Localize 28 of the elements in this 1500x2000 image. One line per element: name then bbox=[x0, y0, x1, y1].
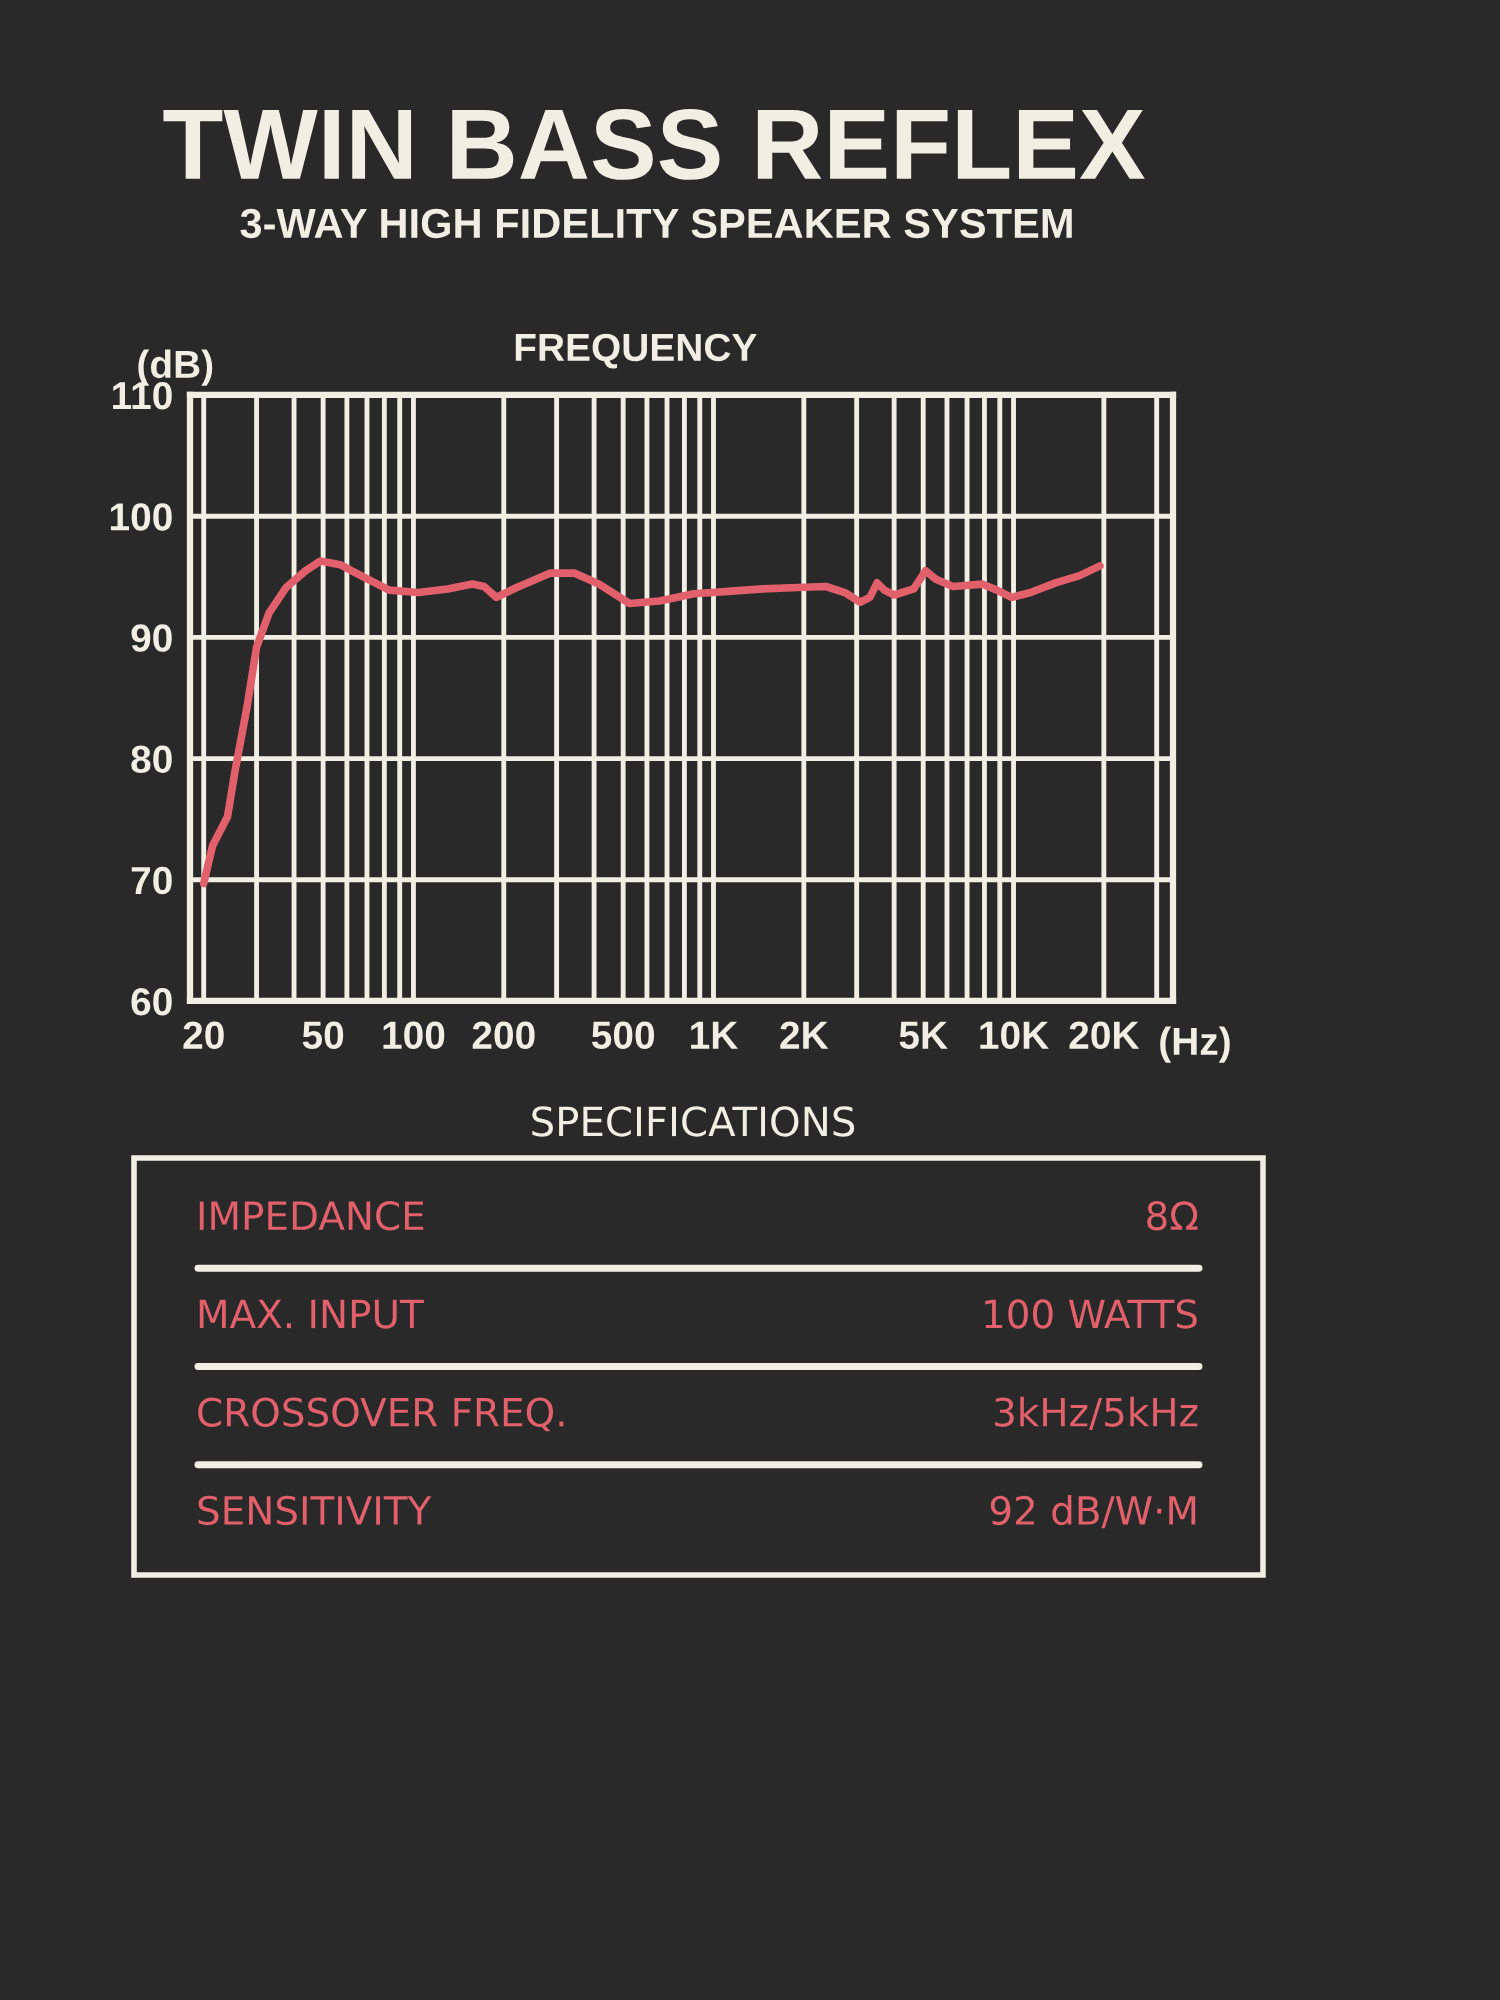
x-tick-label: 20 bbox=[183, 1021, 224, 1050]
y-tick-label: 70 bbox=[131, 866, 172, 895]
chart-title: TWIN BASS REFLEX bbox=[163, 109, 1145, 180]
y-tick-label: 80 bbox=[131, 745, 172, 774]
text: FREQUENCY bbox=[515, 333, 757, 369]
x-tick-label: 2K bbox=[780, 1021, 829, 1049]
text: 3kHz/5kHz bbox=[995, 1396, 1198, 1430]
x-axis-title: (Hz) bbox=[1160, 1026, 1230, 1063]
y-tick-label: 100 bbox=[110, 503, 172, 531]
text: MAX. INPUT bbox=[199, 1299, 424, 1329]
text: IMPEDANCE bbox=[199, 1200, 424, 1231]
text: 92 dB/W·M bbox=[990, 1495, 1196, 1529]
text: 8Ω bbox=[1147, 1200, 1198, 1231]
x-tick-label: 1K bbox=[691, 1021, 738, 1049]
text: 100 WATTS bbox=[985, 1299, 1197, 1329]
text: SPECIFICATIONS bbox=[532, 1106, 855, 1137]
x-tick-label: 50 bbox=[302, 1021, 344, 1050]
text: SENSITIVITY bbox=[198, 1495, 432, 1526]
x-tick-label: 200 bbox=[472, 1021, 535, 1050]
x-tick-label: 5K bbox=[899, 1021, 948, 1050]
text: CROSSOVER FREQ. bbox=[198, 1397, 564, 1432]
y-tick-label: 90 bbox=[131, 624, 172, 652]
chart-subtitle: 3-WAY HIGH FIDELITY SPEAKER SYSTEM bbox=[240, 208, 1072, 239]
x-tick-label: 20K bbox=[1069, 1021, 1140, 1050]
x-tick-label: 100 bbox=[383, 1021, 445, 1050]
y-tick-label: 60 bbox=[131, 987, 172, 1016]
x-tick-label: 500 bbox=[591, 1021, 655, 1050]
x-tick-label: 10K bbox=[980, 1021, 1049, 1050]
